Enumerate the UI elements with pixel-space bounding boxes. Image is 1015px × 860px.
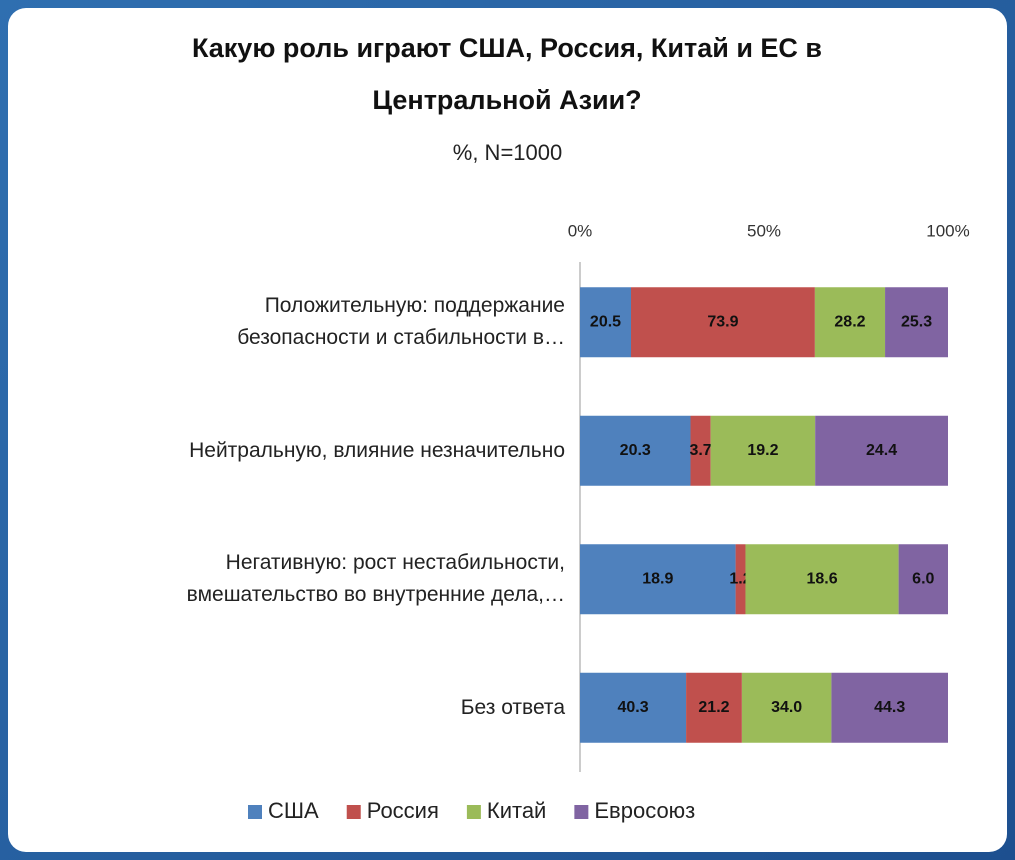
data-label: 34.0 [771,699,802,716]
x-tick-label: 0% [568,221,593,240]
data-label: 28.2 [834,313,865,330]
y-tick-label: Негативную: рост нестабильности, вмешате… [186,551,565,607]
bar [814,287,886,358]
data-label: 18.9 [642,570,673,587]
legend-swatch [466,805,481,819]
legend-swatch [574,805,589,819]
bar [815,415,948,486]
data-label: 20.3 [620,442,651,459]
data-label: 73.9 [707,313,738,330]
legend-swatch [346,805,361,819]
chart-title: Какую роль играют США, Россия, Китай и Е… [191,33,823,115]
bar [690,415,711,486]
legend-label: Евросоюз [594,798,695,823]
bar [710,415,816,486]
bar [580,287,632,358]
legend-label: Россия [367,798,439,823]
data-label: 25.3 [901,313,932,330]
data-label: 24.4 [866,442,897,459]
data-label: 19.2 [747,442,778,459]
legend-label: Китай [487,798,546,823]
bar [831,672,948,743]
legend-swatch [248,805,262,819]
y-tick-label: Нейтральную, влияние незначительно [189,438,565,462]
bar [580,544,736,615]
bar [580,672,687,743]
y-tick-label: Положительную: поддержание безопасности … [237,294,565,350]
bar [741,672,832,743]
data-label: 6.0 [912,570,934,587]
y-tick-label: Без ответа [460,695,565,719]
data-label: 21.2 [698,699,729,716]
x-tick-label: 50% [747,221,781,240]
chart-subtitle: %, N=1000 [452,140,563,165]
bar [898,544,948,615]
data-label: 18.6 [806,570,837,587]
data-label: 44.3 [874,699,905,716]
data-label: 20.5 [590,313,621,330]
data-label: 3.7 [689,442,711,459]
legend-label: США [268,798,319,823]
bar [735,544,746,615]
bar [580,415,691,486]
data-label: 40.3 [617,699,648,716]
bar [745,544,899,615]
x-tick-label: 100% [926,221,969,240]
bar [686,672,742,743]
bar [885,287,948,358]
bar [631,287,815,358]
